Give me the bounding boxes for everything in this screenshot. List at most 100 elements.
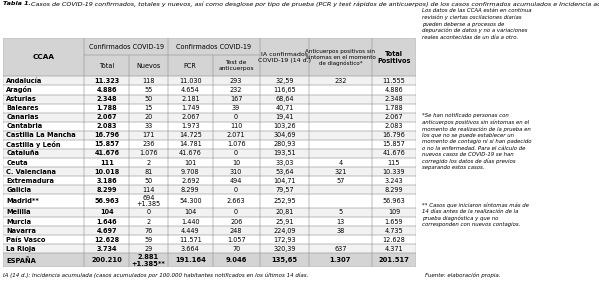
Text: 33: 33 <box>144 123 153 129</box>
Bar <box>259 38 310 76</box>
Text: 56.963: 56.963 <box>94 198 119 204</box>
Bar <box>84 113 129 122</box>
Bar <box>3 95 84 104</box>
Bar <box>259 244 310 253</box>
Bar <box>213 244 259 253</box>
Text: 201.517: 201.517 <box>379 257 409 263</box>
Text: 57: 57 <box>337 178 344 184</box>
Text: Canarias: Canarias <box>6 114 39 120</box>
Text: 15.857: 15.857 <box>383 142 406 147</box>
Bar <box>84 253 129 267</box>
Text: 0: 0 <box>234 187 238 193</box>
Text: 320,39: 320,39 <box>273 246 296 252</box>
Text: 81: 81 <box>144 169 153 175</box>
Text: 224,09: 224,09 <box>273 228 296 234</box>
Bar <box>129 253 168 267</box>
Bar <box>310 38 371 76</box>
Bar <box>3 104 84 113</box>
Bar <box>129 253 168 267</box>
Bar <box>213 149 259 158</box>
Bar <box>3 131 84 140</box>
Text: 4.449: 4.449 <box>181 228 199 234</box>
Bar <box>259 113 310 122</box>
Text: 12.628: 12.628 <box>94 237 119 243</box>
Bar <box>259 194 310 208</box>
Bar <box>213 217 259 226</box>
Bar <box>213 226 259 235</box>
Text: 38: 38 <box>337 228 344 234</box>
Bar <box>3 185 84 194</box>
Bar <box>213 85 259 95</box>
Bar <box>3 194 84 208</box>
Bar <box>213 140 259 149</box>
Bar <box>259 176 310 185</box>
Bar <box>168 76 213 85</box>
Text: Ceuta: Ceuta <box>6 160 28 166</box>
Text: 41.676: 41.676 <box>179 151 202 156</box>
Bar <box>84 95 129 104</box>
Bar <box>371 244 416 253</box>
Bar <box>3 38 84 76</box>
Bar <box>3 76 84 85</box>
Bar <box>310 85 371 95</box>
Bar <box>259 122 310 131</box>
Text: 14.725: 14.725 <box>179 132 202 138</box>
Bar <box>259 235 310 244</box>
Bar <box>259 140 310 149</box>
Bar <box>168 194 213 208</box>
Bar <box>84 158 129 167</box>
Text: Baleares: Baleares <box>6 105 39 111</box>
Bar <box>3 95 84 104</box>
Bar <box>310 217 371 226</box>
Bar <box>371 176 416 185</box>
Bar <box>310 217 371 226</box>
Bar <box>168 113 213 122</box>
Bar <box>168 194 213 208</box>
Text: 172,93: 172,93 <box>273 237 296 243</box>
Bar <box>129 140 168 149</box>
Bar <box>310 85 371 95</box>
Bar <box>168 95 213 104</box>
Bar <box>371 113 416 122</box>
Bar <box>129 104 168 113</box>
Text: 5: 5 <box>338 209 343 215</box>
Text: Tabla 1.: Tabla 1. <box>3 1 31 7</box>
Text: 1.646: 1.646 <box>96 218 117 224</box>
Bar <box>213 95 259 104</box>
Bar <box>168 122 213 131</box>
Bar <box>213 131 259 140</box>
Bar <box>168 235 213 244</box>
Text: 116,65: 116,65 <box>273 87 296 93</box>
Text: 1.076: 1.076 <box>140 151 158 156</box>
Text: 10.018: 10.018 <box>94 169 119 175</box>
Bar <box>213 253 259 267</box>
Bar <box>3 104 84 113</box>
Bar <box>3 140 84 149</box>
Text: 0: 0 <box>234 151 238 156</box>
Bar <box>371 122 416 131</box>
Bar <box>259 208 310 217</box>
Text: 3.734: 3.734 <box>96 246 117 252</box>
Bar <box>310 131 371 140</box>
Text: 0: 0 <box>234 114 238 120</box>
Text: 2.348: 2.348 <box>96 96 117 102</box>
Text: 79,57: 79,57 <box>275 187 294 193</box>
Bar <box>310 185 371 194</box>
Text: Cantabria: Cantabria <box>6 123 43 129</box>
Bar <box>259 95 310 104</box>
Text: 54.300: 54.300 <box>179 198 201 204</box>
Bar <box>168 122 213 131</box>
Text: Nuevos: Nuevos <box>137 63 161 69</box>
Bar <box>129 208 168 217</box>
Text: 109: 109 <box>388 209 400 215</box>
Bar <box>84 235 129 244</box>
Bar <box>310 122 371 131</box>
Bar <box>84 226 129 235</box>
Text: 20: 20 <box>144 114 153 120</box>
Text: PCR: PCR <box>184 63 196 69</box>
Bar <box>259 235 310 244</box>
Bar <box>371 208 416 217</box>
Text: 55: 55 <box>144 87 153 93</box>
Bar <box>259 38 310 76</box>
Bar <box>3 167 84 176</box>
